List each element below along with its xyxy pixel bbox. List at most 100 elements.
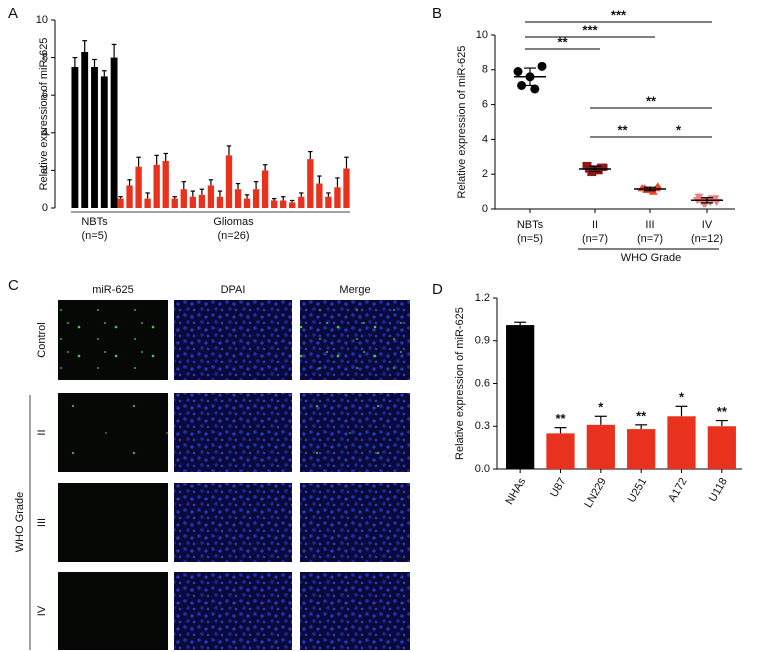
panel-letter: A [8,5,18,22]
x-tick-label: NBTs [517,219,544,231]
bar [225,155,233,208]
group-label: Gliomas [213,216,254,228]
significance: ** [717,404,728,419]
bar [171,198,178,208]
y-tick-label: 2 [482,168,488,180]
bar [506,325,535,469]
error-bar [72,56,78,67]
significance: *** [582,22,598,37]
bar [546,433,575,469]
green-signal [58,300,168,380]
x-tick-label: A172 [666,476,689,504]
bar [667,416,696,469]
column-header: miR-625 [92,284,134,296]
error-bar [594,415,607,425]
significance: ** [646,93,657,108]
x-tick-label: U118 [707,476,730,504]
bar [117,198,124,208]
error-bar [635,424,648,430]
error-bar [92,58,97,67]
error-bar [217,190,223,197]
panel-letter: D [432,281,443,298]
bar [316,183,323,208]
group-sublabel: (n=26) [217,230,249,242]
y-tick-label: 0 [42,202,48,214]
y-tick-label: 0.9 [475,335,490,347]
y-tick-label: 0.3 [475,420,490,432]
bar [325,196,332,208]
bar [252,189,260,208]
column-header: Merge [339,284,370,296]
y-tick-label: 0.0 [475,463,490,475]
group-label: NBTs [81,216,108,228]
bar [627,429,656,469]
y-tick-label: 0 [482,203,488,215]
bar [71,67,79,208]
significance: ** [555,411,566,426]
error-bar [190,190,196,197]
error-bar [101,70,107,77]
point [513,67,523,77]
y-tick-label: 6 [42,89,48,101]
bar [153,164,160,208]
significance: ** [617,122,628,137]
error-bar [262,164,268,171]
bar [280,200,287,208]
x-tick-sublabel: (n=5) [517,233,543,245]
y-tick-label: 1.2 [475,292,490,304]
error-bar [172,196,177,199]
error-bar [154,154,159,165]
x-tick-sublabel: (n=7) [637,233,663,245]
bar [110,57,118,208]
error-bar [226,145,232,156]
x-tick-label: U251 [626,476,650,505]
bar [289,202,296,208]
error-bar [208,179,214,186]
green-signal [300,300,410,380]
error-bar [163,152,168,161]
error-bar [344,156,349,169]
error-bar [554,427,567,434]
error-bar [335,177,340,188]
significance: ** [636,408,647,423]
error-bar [181,181,187,190]
micrograph [300,572,410,650]
micrograph [58,483,168,562]
bar [189,196,196,208]
error-bar [299,192,304,197]
bar [261,170,269,208]
point [537,61,547,71]
x-tick-label: IV [702,219,713,231]
error-bar [326,192,331,197]
point [517,80,527,90]
panel-letter: C [8,277,19,294]
bar [586,424,615,469]
error-bar [514,321,527,326]
row-group-label: WHO Grade [14,492,26,553]
row-label: Control [36,322,48,357]
green-signal [58,393,168,472]
y-tick-label: 0.6 [475,377,490,389]
bar [162,161,169,208]
y-tick-label: 2 [42,164,48,176]
micrograph [58,572,168,650]
error-bar [199,188,205,195]
significance: ** [557,34,568,49]
error-bar [290,199,295,203]
error-bar [280,196,286,201]
significance: *** [611,7,627,22]
y-axis-label: Relative expression of miR-625 [454,307,466,460]
bar [298,196,305,208]
error-bar [253,181,259,190]
point [596,163,606,171]
error-bar [715,419,728,427]
micrograph [174,393,292,472]
bar [243,198,251,208]
row-label: II [36,429,48,435]
error-bar [118,196,123,199]
micrograph [174,572,292,650]
bar [207,185,215,208]
x-tick-label: LN229 [582,476,609,510]
bar [180,189,187,208]
